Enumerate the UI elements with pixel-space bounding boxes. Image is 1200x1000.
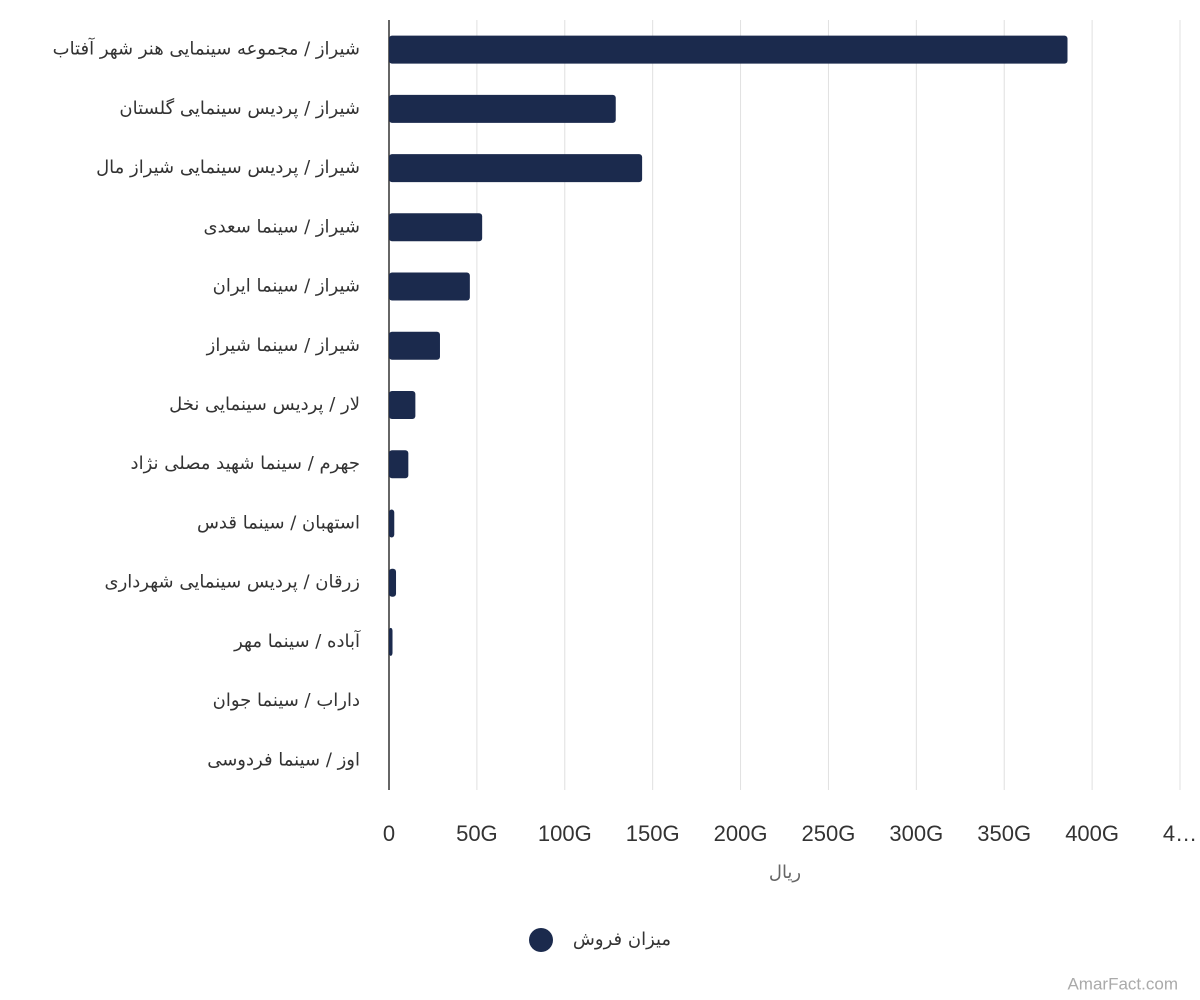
- y-tick-label: اوز / سینما فردوسی: [207, 749, 360, 770]
- y-tick-label: شیراز / سینما سعدی: [203, 216, 360, 237]
- y-tick-label: شیراز / مجموعه سینمایی هنر شهر آفتاب: [53, 37, 360, 60]
- y-tick-label: استهبان / سینما قدس: [197, 512, 360, 533]
- bar: [389, 35, 1068, 64]
- y-tick-label: شیراز / پردیس سینمایی شیراز مال: [96, 157, 360, 178]
- x-axis-title: ریال: [769, 862, 801, 883]
- y-tick-label: داراب / سینما جوان: [213, 690, 360, 711]
- legend-marker: [529, 928, 553, 952]
- bar: [389, 154, 643, 183]
- bar: [389, 568, 397, 597]
- bar: [389, 627, 393, 656]
- bar: [389, 331, 440, 360]
- bar: [389, 391, 416, 419]
- bar: [389, 509, 395, 538]
- x-tick-label: 350G: [977, 821, 1031, 846]
- bar: [389, 213, 483, 242]
- y-tick-label: شیراز / سینما شیراز: [206, 335, 360, 356]
- x-tick-label: 200G: [714, 821, 768, 846]
- y-tick-label: شیراز / پردیس سینمایی گلستان: [119, 97, 360, 119]
- y-tick-label: لار / پردیس سینمایی نخل: [169, 394, 360, 415]
- x-tick-label: 300G: [889, 821, 943, 846]
- y-tick-label: زرقان / پردیس سینمایی شهرداری: [104, 572, 360, 593]
- x-tick-label: 250G: [802, 821, 856, 846]
- legend-label: میزان فروش: [573, 929, 671, 950]
- y-tick-label: شیراز / سینما ایران: [213, 276, 360, 297]
- x-tick-label: 4…: [1163, 821, 1197, 846]
- y-tick-label: آباده / سینما مهر: [233, 629, 361, 652]
- bar: [389, 94, 616, 123]
- bar: [389, 272, 470, 301]
- x-tick-label: 50G: [456, 821, 498, 846]
- x-tick-label: 150G: [626, 821, 680, 846]
- x-tick-label: 400G: [1065, 821, 1119, 846]
- x-tick-label: 100G: [538, 821, 592, 846]
- x-tick-label: 0: [383, 821, 395, 846]
- y-tick-label: جهرم / سینما شهید مصلی نژاد: [131, 453, 360, 474]
- watermark: AmarFact.com: [1067, 974, 1178, 993]
- bar: [389, 450, 409, 479]
